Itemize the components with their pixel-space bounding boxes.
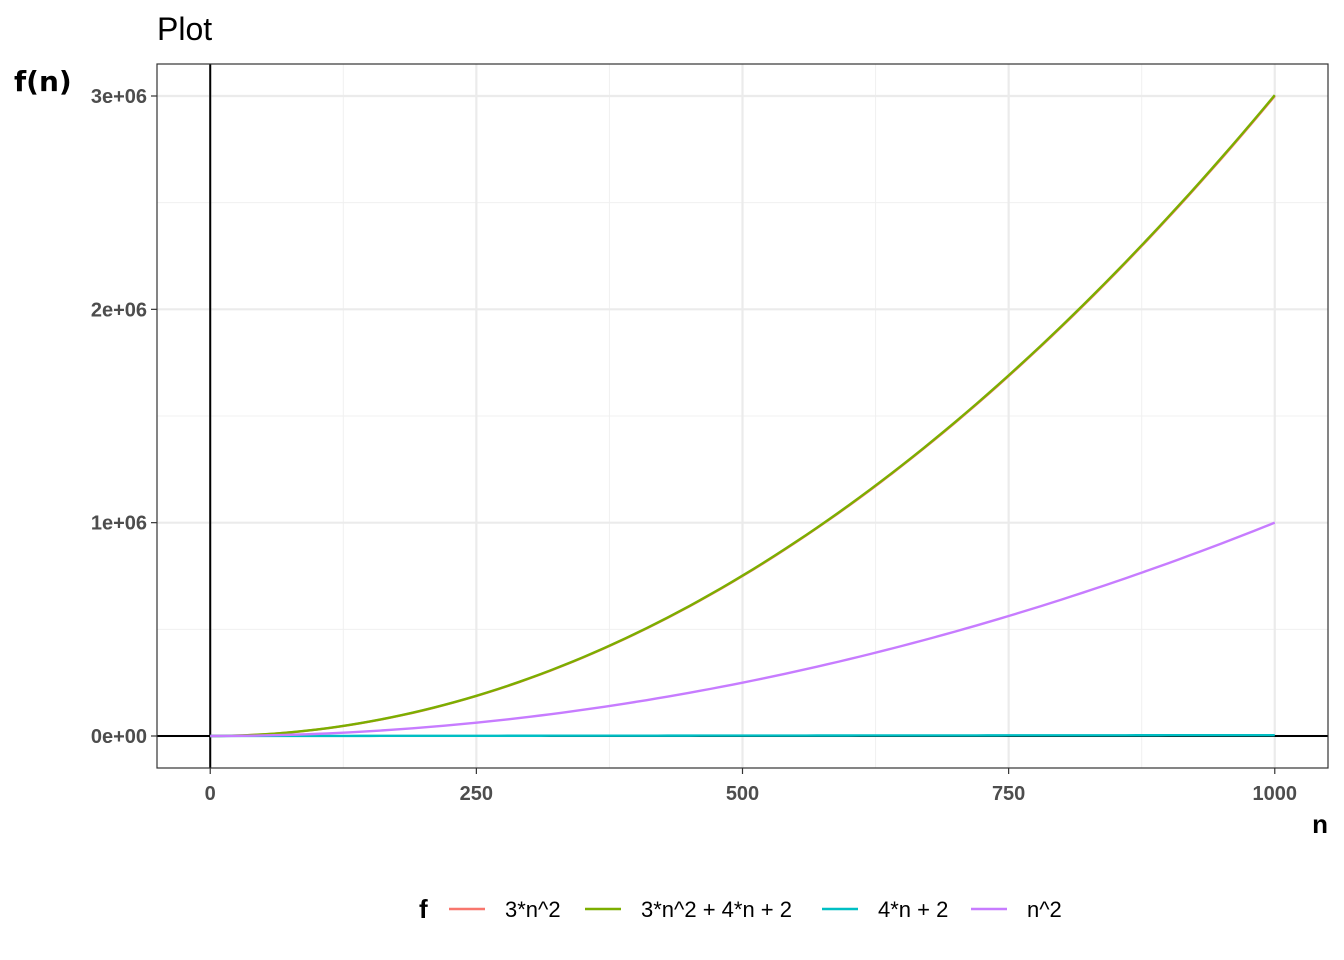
x-axis: 0 250 500 750 1000 bbox=[205, 768, 1297, 805]
series-line bbox=[210, 521, 1276, 738]
legend-label: 4*n + 2 bbox=[878, 897, 948, 922]
y-tick-label: 3e+06 bbox=[91, 86, 147, 108]
legend-title: f bbox=[419, 894, 428, 924]
x-tick-label: 1000 bbox=[1253, 783, 1298, 805]
series-layer bbox=[210, 94, 1276, 738]
x-axis-label: n bbox=[1312, 809, 1328, 839]
series-line bbox=[210, 94, 1276, 738]
series-line bbox=[210, 733, 1275, 738]
legend-label: 3*n^2 + 4*n + 2 bbox=[641, 897, 792, 922]
x-tick-label: 750 bbox=[992, 783, 1025, 805]
legend: f 3*n^2 3*n^2 + 4*n + 2 4*n + 2 n^2 bbox=[419, 894, 1062, 924]
legend-label: n^2 bbox=[1027, 897, 1062, 922]
y-axis-label: f(n) bbox=[14, 65, 72, 98]
y-tick-label: 2e+06 bbox=[91, 299, 147, 321]
x-tick-label: 500 bbox=[726, 783, 759, 805]
legend-label: 3*n^2 bbox=[505, 897, 561, 922]
y-tick-label: 1e+06 bbox=[91, 513, 147, 535]
y-tick-label: 0e+00 bbox=[91, 726, 147, 748]
chart-title: Plot bbox=[157, 11, 212, 47]
x-tick-label: 0 bbox=[205, 783, 216, 805]
y-axis: 0e+00 1e+06 2e+06 3e+06 bbox=[91, 86, 157, 748]
x-tick-label: 250 bbox=[460, 783, 493, 805]
grid bbox=[157, 64, 1328, 768]
